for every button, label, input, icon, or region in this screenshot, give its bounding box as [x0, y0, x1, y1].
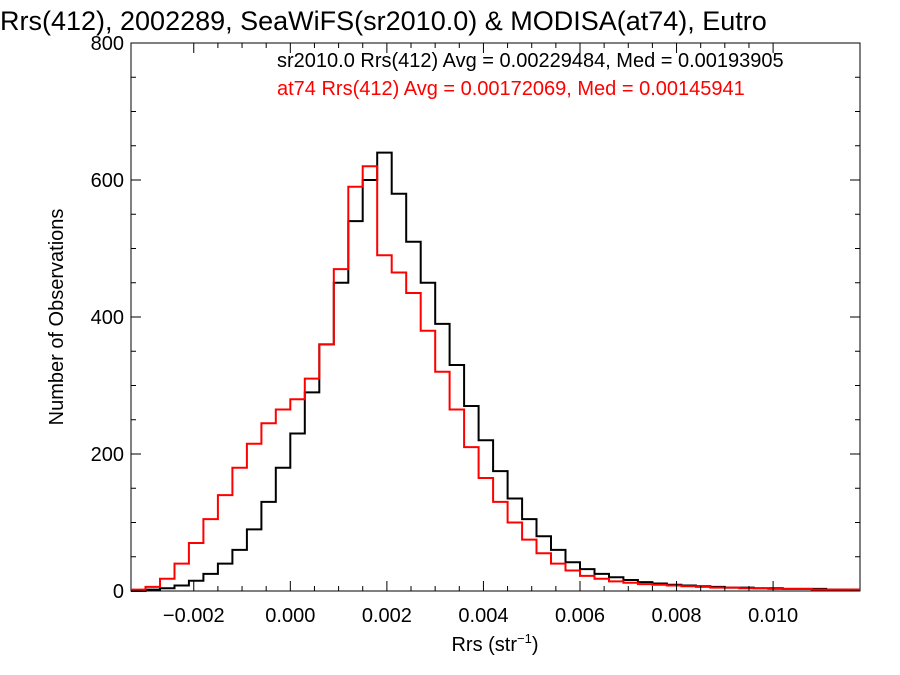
chart-title: Rrs(412), 2002289, SeaWiFS(sr2010.0) & M…	[0, 6, 767, 36]
x-axis-title-superscript: −1	[517, 631, 532, 646]
series-layer	[131, 151, 860, 592]
plot-frame	[130, 42, 861, 592]
legend-entry-at74: at74 Rrs(412) Avg = 0.00172069, Med = 0.…	[277, 78, 745, 100]
x-tick-label: −0.002	[163, 605, 225, 627]
x-tick-label: 0.004	[458, 605, 508, 627]
x-tick-label: 0.006	[555, 605, 605, 627]
axes: −0.002 0.000 0.002 0.004 0.006 0.008 0.010 0 200…	[91, 33, 860, 627]
x-axis-title: Rrs (str−1)	[451, 631, 538, 656]
legend-entry-sr2010: sr2010.0 Rrs(412) Avg = 0.00229484, Med …	[277, 50, 784, 72]
series-sr2010-line	[131, 151, 860, 592]
x-tick-label: 0.002	[362, 605, 412, 627]
y-tick-label: 400	[91, 307, 124, 329]
y-tick-label: 0	[113, 581, 124, 603]
y-tick-label: 800	[91, 33, 124, 55]
x-axis-title-close: )	[532, 634, 539, 656]
x-axis-title-base: Rrs (str	[451, 634, 517, 656]
x-tick-label: 0.008	[652, 605, 702, 627]
series-at74-line	[131, 165, 860, 591]
x-tick-label: 0.000	[265, 605, 315, 627]
x-tick-label: 0.010	[748, 605, 798, 627]
y-tick-label: 600	[91, 170, 124, 192]
y-tick-label: 200	[91, 444, 124, 466]
plot-area	[130, 42, 861, 592]
y-axis-title: Number of Observations	[46, 209, 68, 426]
